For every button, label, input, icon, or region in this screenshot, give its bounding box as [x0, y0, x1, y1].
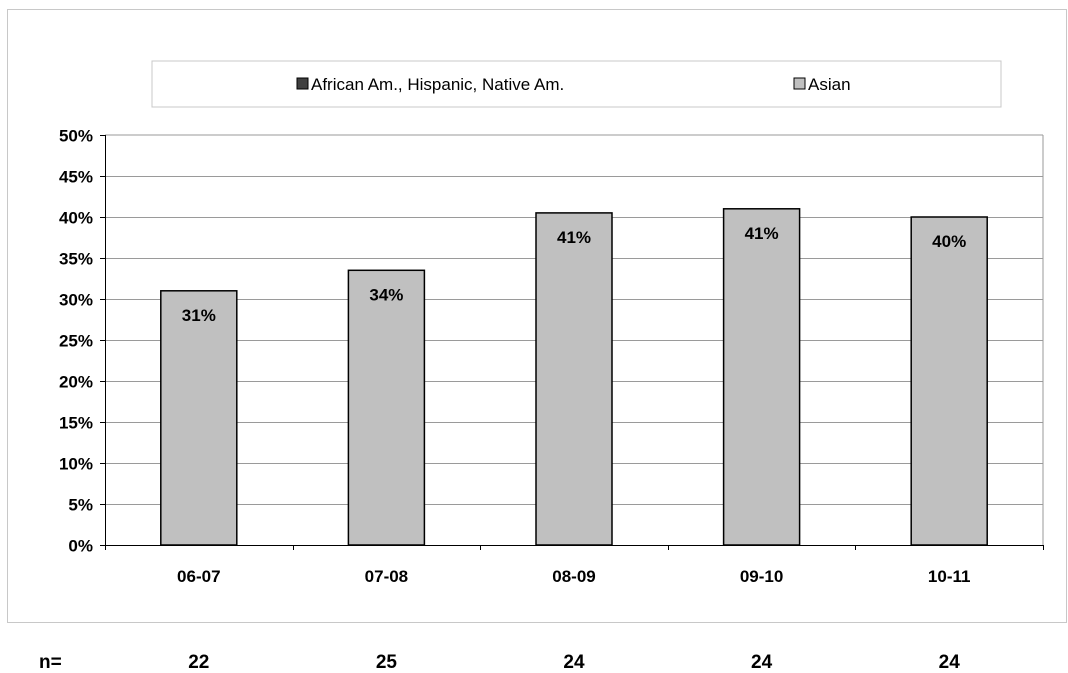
bar-09-10	[722, 208, 801, 546]
legend-label-african-am-hispanic-native-am: African Am., Hispanic, Native Am.	[311, 75, 564, 94]
y-tick-label: 25%	[59, 332, 93, 351]
y-tick-label: 30%	[59, 291, 93, 310]
y-axis: 0% 5% 10% 15% 20% 25% 30% 35% 40% 45% 50%	[59, 127, 106, 556]
legend: African Am., Hispanic, Native Am. Asian	[151, 60, 1002, 108]
bars: 31% 34% 41% 41% 40%	[160, 208, 988, 546]
data-label-08-09: 41%	[557, 228, 591, 247]
y-tick-label: 10%	[59, 455, 93, 474]
y-tick-label: 0%	[68, 537, 93, 556]
bar-10-11	[910, 216, 988, 546]
y-tick-label: 45%	[59, 168, 93, 187]
bar-06-07	[160, 290, 238, 546]
sample-size-row: n= 22 25 24 24 24	[39, 652, 960, 673]
data-label-10-11: 40%	[932, 232, 966, 251]
n-value-10-11: 24	[939, 652, 961, 673]
y-tick-label: 15%	[59, 414, 93, 433]
data-label-07-08: 34%	[369, 285, 403, 304]
x-tick-label-10-11: 10-11	[928, 567, 971, 586]
data-label-09-10: 41%	[745, 224, 779, 243]
data-label-06-07: 31%	[182, 306, 216, 325]
bar-08-09	[535, 212, 613, 546]
y-tick-label: 50%	[59, 127, 93, 146]
x-tick-label-08-09: 08-09	[552, 567, 595, 586]
legend-swatch-african-am-hispanic-native-am	[296, 77, 309, 90]
legend-label-asian: Asian	[808, 75, 851, 94]
x-tick-label-07-08: 07-08	[365, 567, 408, 586]
y-tick-label: 40%	[59, 209, 93, 228]
n-value-07-08: 25	[376, 652, 398, 673]
bar-07-08	[347, 269, 426, 546]
y-tick-label: 20%	[59, 373, 93, 392]
n-value-08-09: 24	[563, 652, 585, 673]
y-tick-label: 5%	[68, 496, 93, 515]
n-label: n=	[39, 652, 62, 673]
x-axis: 06-07 07-08 08-09 09-10 10-11	[105, 545, 1044, 586]
x-tick-label-06-07: 06-07	[177, 567, 220, 586]
n-value-06-07: 22	[188, 652, 209, 673]
n-value-09-10: 24	[751, 652, 773, 673]
x-tick-label-09-10: 09-10	[740, 567, 783, 586]
legend-box	[151, 60, 1002, 108]
legend-swatch-asian	[793, 77, 806, 90]
y-tick-label: 35%	[59, 250, 93, 269]
